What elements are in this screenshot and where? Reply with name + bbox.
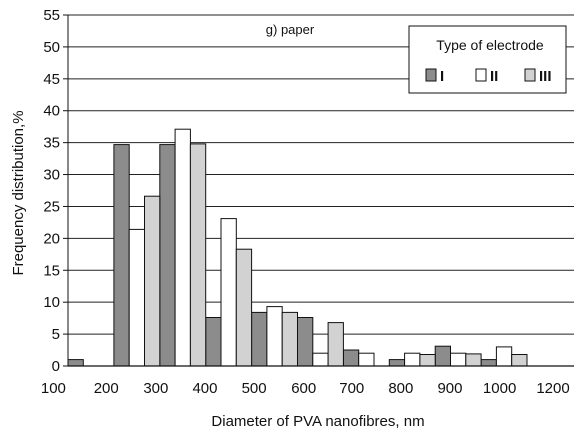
bar-series-III-300 xyxy=(189,143,207,367)
legend-items: I II III xyxy=(425,68,552,85)
bar-series-III-400 xyxy=(235,248,253,367)
x-tick-label: 300 xyxy=(143,380,168,397)
bar-series-II-500 xyxy=(266,306,283,367)
axes xyxy=(67,15,574,367)
bar-series-III-200 xyxy=(144,195,161,367)
legend-label-II: II xyxy=(490,68,498,85)
bar-series-I-500 xyxy=(251,311,268,367)
bar-series-I-1000 xyxy=(480,359,497,367)
y-tick-label: 5 xyxy=(52,326,60,343)
y-tick-label: 15 xyxy=(43,262,60,279)
x-tick-label: 400 xyxy=(192,380,217,397)
x-tick-label: 1000 xyxy=(483,380,516,397)
legend-swatch-I xyxy=(425,68,437,82)
y-tick-labels: 0 5 10 15 20 25 30 35 40 45 50 55 xyxy=(43,7,60,375)
bar-series-I-900 xyxy=(434,345,452,367)
legend-swatch-III xyxy=(524,68,536,82)
bar-series-II-300 xyxy=(174,128,191,367)
bar-series-II-800 xyxy=(404,352,421,367)
x-tick-label: 600 xyxy=(291,380,316,397)
y-tick-label: 40 xyxy=(43,103,60,120)
bar-series-II-400 xyxy=(220,218,237,367)
x-tick-label: 100 xyxy=(41,380,66,397)
x-tick-label: 200 xyxy=(94,380,119,397)
bar-series-I-600 xyxy=(297,317,314,367)
legend-swatch-II xyxy=(475,68,487,82)
bar-series-III-600 xyxy=(327,322,344,367)
y-tick-label: 50 xyxy=(43,39,60,56)
x-tick-label: 800 xyxy=(388,380,413,397)
bar-series-II-700 xyxy=(358,352,375,367)
bars xyxy=(67,128,528,367)
y-tick-label: 25 xyxy=(43,198,60,215)
legend: Type of electrode I II III xyxy=(408,25,567,94)
x-tick-labels: 100 200 300 400 500 600 700 800 900 1000 1200 xyxy=(41,380,570,397)
bar-series-III-900 xyxy=(465,353,482,367)
chart-annotation: g) paper xyxy=(266,22,315,37)
bar-series-I-300 xyxy=(159,144,176,367)
x-tick-label: 900 xyxy=(437,380,462,397)
bar-series-I-200 xyxy=(113,144,130,367)
legend-label-III: III xyxy=(539,68,552,85)
bar-series-II-200 xyxy=(128,228,145,367)
bar-series-III-800 xyxy=(419,354,436,367)
bar-series-II-600 xyxy=(312,352,329,367)
bar-series-I-100 xyxy=(67,359,84,367)
x-tick-label: 1200 xyxy=(536,380,569,397)
bar-series-III-1000 xyxy=(511,354,528,367)
x-tick-label: 700 xyxy=(339,380,364,397)
y-tick-label: 55 xyxy=(43,7,60,24)
y-axis-title: Frequency distribution,% xyxy=(10,110,27,275)
y-tick-label: 35 xyxy=(43,135,60,152)
x-axis-title: Diameter of PVA nanofibres, nm xyxy=(211,413,424,430)
legend-box xyxy=(408,25,567,94)
y-tick-label: 30 xyxy=(43,167,60,184)
y-tick-label: 45 xyxy=(43,71,60,88)
bar-series-III-500 xyxy=(281,311,299,367)
bar-series-I-800 xyxy=(388,359,406,367)
bar-series-II-1000 xyxy=(495,346,513,367)
x-tick-label: 500 xyxy=(242,380,267,397)
legend-label-I: I xyxy=(440,68,444,85)
bar-series-I-400 xyxy=(205,317,222,367)
y-tick-label: 10 xyxy=(43,294,60,311)
y-tick-label: 20 xyxy=(43,230,60,247)
bar-series-I-700 xyxy=(342,349,360,367)
bar-series-II-900 xyxy=(450,352,467,367)
y-tick-label: 0 xyxy=(52,358,60,375)
legend-title: Type of electrode xyxy=(436,37,544,53)
